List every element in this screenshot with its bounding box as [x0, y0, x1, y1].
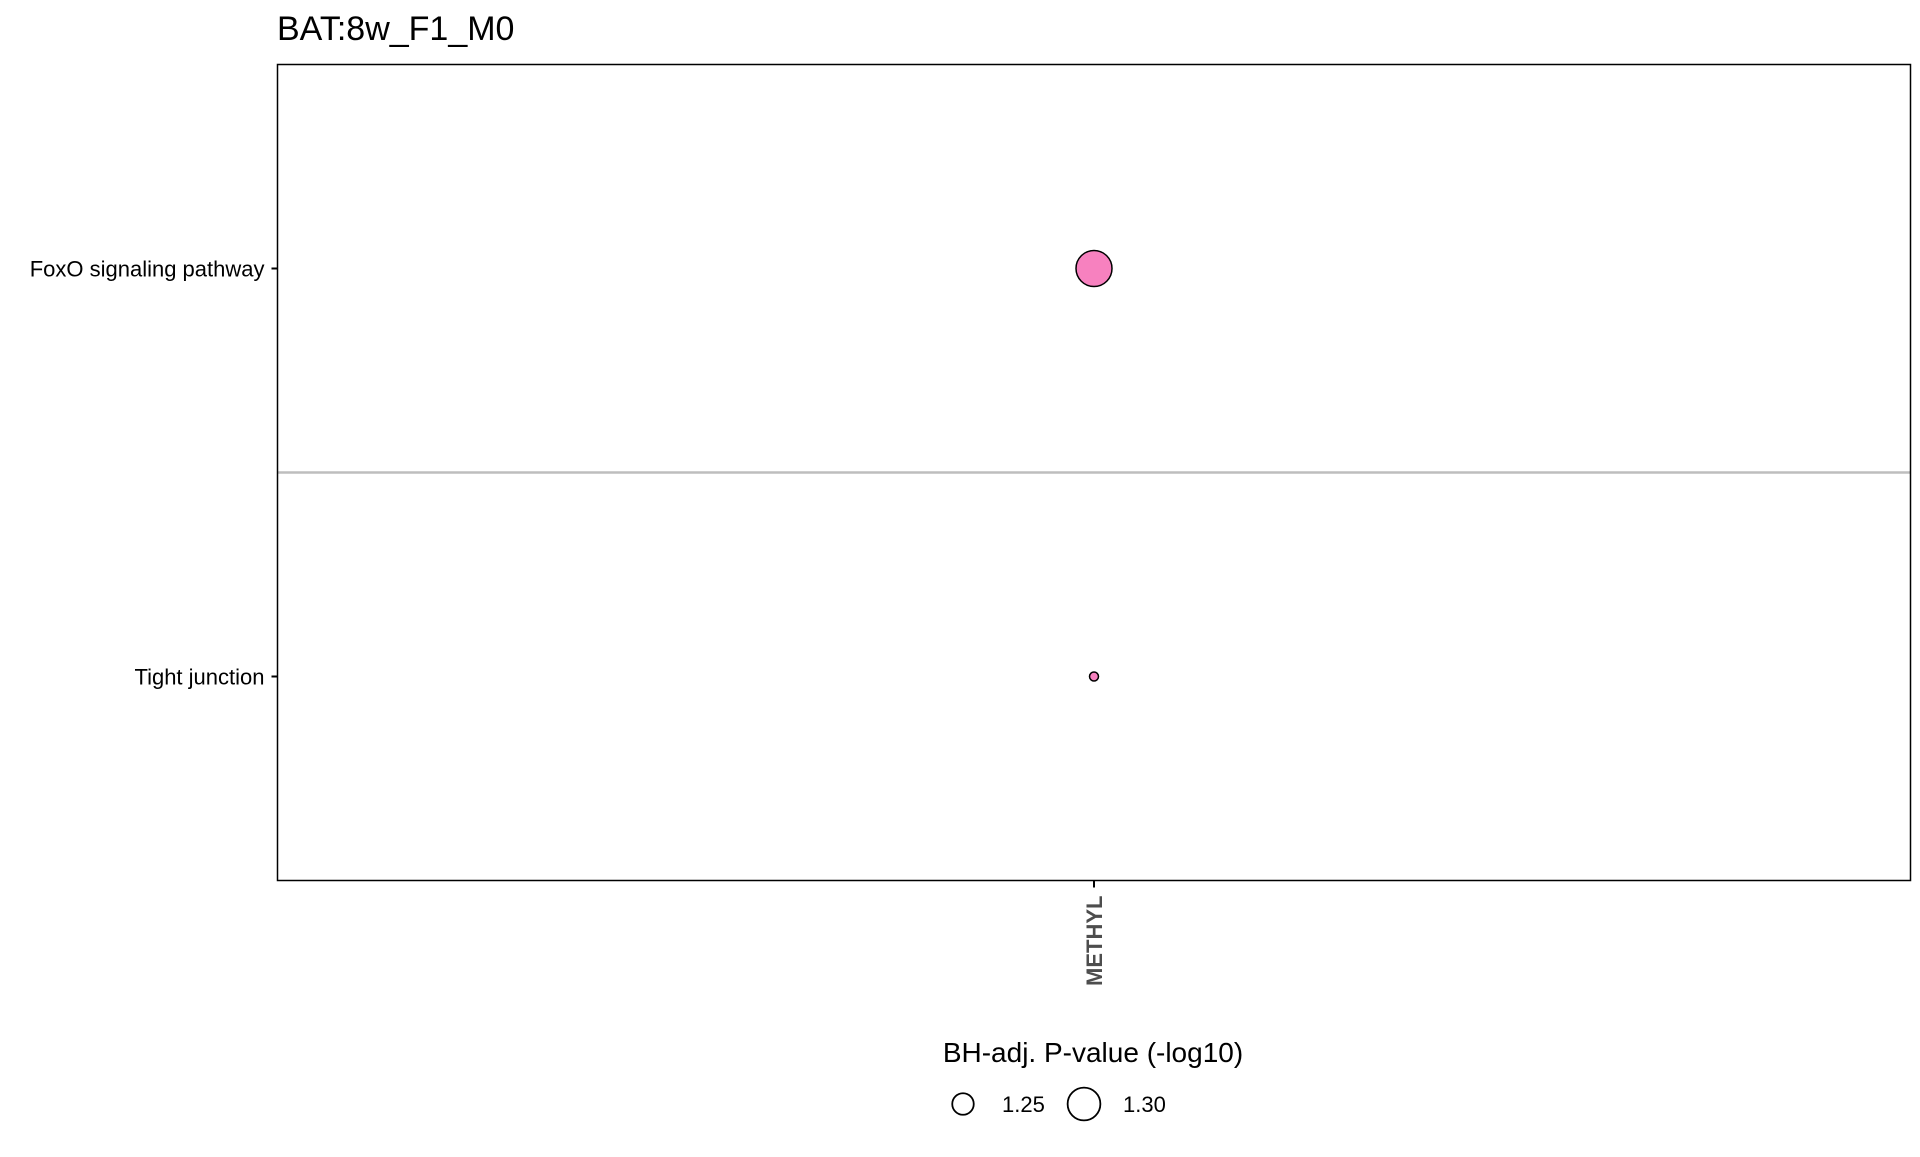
- y-tick-label: Tight junction: [134, 665, 264, 690]
- legend-title: BH-adj. P-value (-log10): [943, 1037, 1243, 1068]
- plot-area: [277, 249, 1911, 682]
- legend-key: [951, 1092, 975, 1116]
- data-point: [1088, 671, 1100, 682]
- y-tick-label: FoxO signaling pathway: [30, 257, 265, 282]
- legend: BH-adj. P-value (-log10) 1.25 1.30: [943, 1037, 1243, 1122]
- y-axis: FoxO signaling pathway Tight junction: [30, 257, 278, 690]
- legend-label: 1.30: [1123, 1092, 1166, 1117]
- legend-entries: 1.25 1.30: [951, 1086, 1166, 1122]
- x-axis: METHYL: [1082, 880, 1107, 986]
- x-tick-label: METHYL: [1082, 896, 1107, 986]
- legend-key: [1066, 1086, 1102, 1122]
- data-point: [1075, 249, 1113, 288]
- legend-label: 1.25: [1002, 1092, 1045, 1117]
- chart-title: BAT:8w_F1_M0: [277, 10, 514, 48]
